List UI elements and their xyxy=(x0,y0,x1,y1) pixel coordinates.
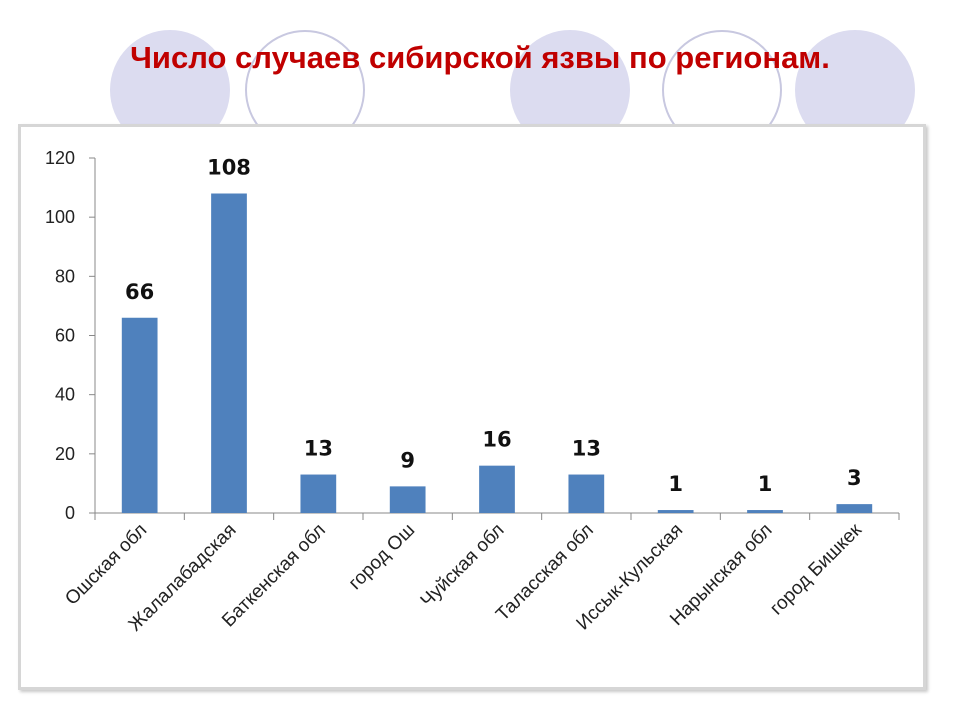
data-label: 108 xyxy=(207,156,251,180)
data-label: 13 xyxy=(572,437,601,461)
bar xyxy=(211,194,247,514)
y-tick-label: 100 xyxy=(45,207,75,227)
y-tick-label: 20 xyxy=(55,444,75,464)
data-label: 3 xyxy=(847,466,862,490)
x-category-label: Чуйская обл xyxy=(417,520,509,612)
data-label: 13 xyxy=(304,437,333,461)
data-label: 66 xyxy=(125,280,154,304)
bar xyxy=(479,466,515,513)
bar xyxy=(300,475,336,513)
x-category-label: город Бишкек xyxy=(766,519,866,619)
y-tick-label: 80 xyxy=(55,266,75,286)
y-tick-label: 40 xyxy=(55,385,75,405)
data-label: 1 xyxy=(758,472,773,496)
x-category-label: Ошская обл xyxy=(61,520,151,610)
data-label: 9 xyxy=(400,448,415,472)
y-tick-label: 120 xyxy=(45,148,75,168)
data-label: 1 xyxy=(668,472,683,496)
bar xyxy=(568,475,604,513)
bar xyxy=(390,486,426,513)
y-tick-label: 0 xyxy=(65,503,75,523)
data-label: 16 xyxy=(482,428,511,452)
slide-title: Число случаев сибирской язвы по регионам… xyxy=(0,40,960,76)
bar xyxy=(836,504,872,513)
bar xyxy=(122,318,158,513)
y-tick-label: 60 xyxy=(55,326,75,346)
bar xyxy=(747,510,783,513)
chart-frame: 0 20 40 60 80 100 120 66 Ошская обл 108 Жалалабадс… xyxy=(18,124,926,690)
bar xyxy=(658,510,694,513)
x-category-label: город Ош xyxy=(345,520,419,594)
